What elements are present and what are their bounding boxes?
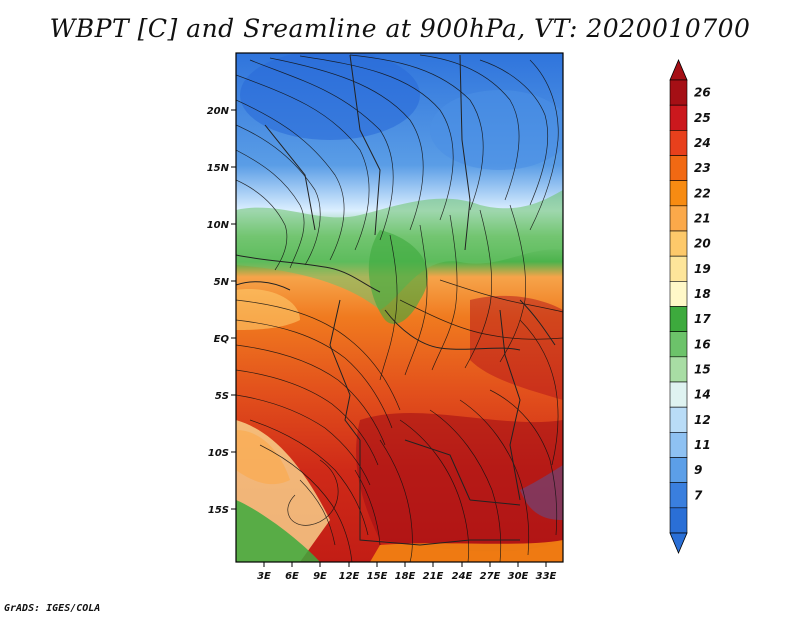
colorbar-swatch bbox=[669, 255, 688, 282]
colorbar-label: 24 bbox=[694, 136, 711, 150]
lat-label: 5S bbox=[215, 391, 229, 402]
lon-label: 18E bbox=[395, 571, 416, 582]
lon-label: 12E bbox=[339, 571, 360, 582]
colorbar-label: 22 bbox=[694, 186, 711, 200]
lat-label: 10S bbox=[208, 448, 229, 459]
colorbar-swatch bbox=[669, 482, 688, 509]
colorbar-label: 16 bbox=[694, 337, 711, 351]
colorbar-swatch bbox=[669, 180, 688, 207]
lon-label: 15E bbox=[367, 571, 388, 582]
lon-label: 6E bbox=[285, 571, 299, 582]
wbpt-field bbox=[236, 53, 563, 562]
lon-label: 33E bbox=[536, 571, 557, 582]
colorbar-label: 17 bbox=[694, 312, 711, 326]
colorbar-label: 26 bbox=[694, 86, 711, 100]
lon-label: 3E bbox=[257, 571, 271, 582]
colorbar-swatch bbox=[669, 155, 688, 181]
colorbar-swatch bbox=[669, 205, 688, 232]
colorbar-label: 25 bbox=[694, 111, 711, 125]
lat-label: 15N bbox=[207, 163, 230, 174]
colorbar-label: 12 bbox=[694, 413, 711, 427]
lat-label: EQ bbox=[214, 334, 230, 345]
streamlines bbox=[236, 54, 563, 562]
colorbar-min-arrow bbox=[669, 532, 688, 555]
colorbar-swatch bbox=[669, 230, 688, 257]
colorbar-label: 9 bbox=[694, 463, 702, 477]
colorbar-swatch bbox=[669, 457, 688, 483]
colorbar-swatch bbox=[669, 406, 688, 433]
latitude-axis: 20N 15N 10N 5N EQ 5S 10S 15S bbox=[207, 106, 236, 516]
colorbar-swatch bbox=[669, 381, 688, 408]
colorbar-swatch bbox=[669, 79, 688, 106]
lon-label: 27E bbox=[480, 571, 501, 582]
colorbar-label: 15 bbox=[694, 362, 711, 376]
map-title: WBPT [C] and Sreamline at 900hPa, VT: 20… bbox=[49, 14, 751, 43]
colorbar-label: 18 bbox=[694, 287, 711, 301]
lat-label: 5N bbox=[214, 277, 230, 288]
map-frame bbox=[235, 52, 564, 563]
colorbar-swatch bbox=[669, 281, 688, 307]
grads-credit: GrADS: IGES/COLA bbox=[4, 603, 101, 614]
country-borders bbox=[236, 54, 556, 546]
colorbar-label: 19 bbox=[694, 262, 711, 276]
colorbar-swatch bbox=[669, 104, 688, 131]
lat-label: 15S bbox=[208, 505, 229, 516]
colorbar-label: 21 bbox=[694, 211, 711, 225]
colorbar: 26 25 24 23 22 21 20 19 18 17 16 15 14 12 11 9 7 bbox=[669, 58, 711, 555]
colorbar-max-arrow bbox=[669, 58, 688, 81]
lon-label: 21E bbox=[423, 571, 444, 582]
lat-label: 10N bbox=[207, 220, 230, 231]
colorbar-label: 14 bbox=[694, 388, 711, 402]
colorbar-label: 11 bbox=[694, 438, 711, 452]
lon-label: 9E bbox=[313, 571, 327, 582]
colorbar-label: 23 bbox=[694, 161, 711, 175]
colorbar-label: 7 bbox=[694, 488, 703, 502]
lat-label: 20N bbox=[207, 106, 230, 117]
colorbar-swatch bbox=[669, 306, 688, 332]
colorbar-swatch bbox=[669, 356, 688, 383]
colorbar-swatch bbox=[669, 130, 688, 156]
lon-label: 24E bbox=[452, 571, 473, 582]
lon-label: 30E bbox=[508, 571, 529, 582]
colorbar-label: 20 bbox=[694, 237, 711, 251]
colorbar-swatch bbox=[669, 331, 688, 358]
colorbar-swatch bbox=[669, 507, 688, 534]
longitude-axis: 3E 6E 9E 12E 15E 18E 21E 24E 27E 30E 33E bbox=[257, 562, 557, 582]
colorbar-swatch bbox=[669, 432, 688, 458]
